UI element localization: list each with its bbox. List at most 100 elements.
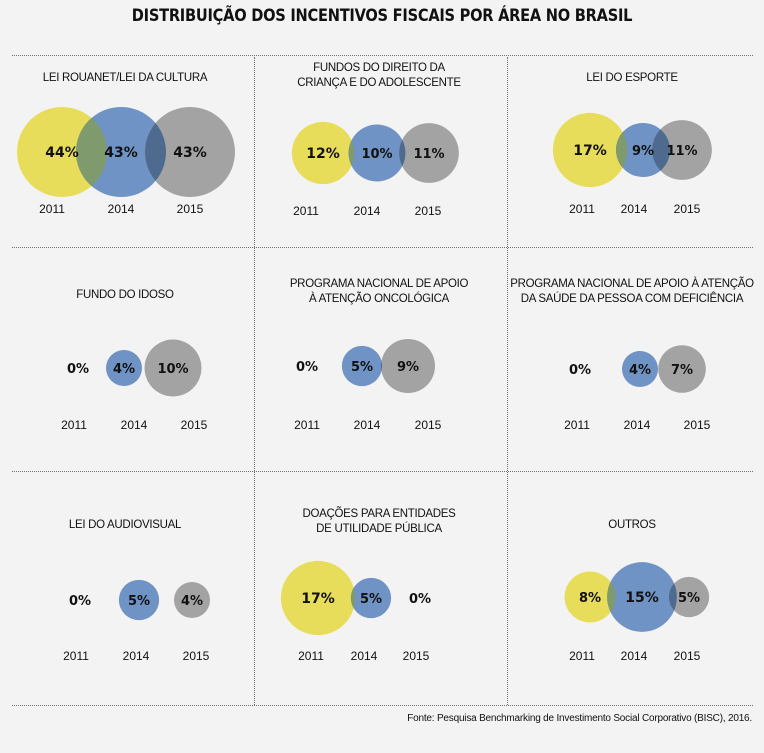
value-label-2011: 0%: [69, 594, 91, 609]
value-label-2014: 5%: [360, 592, 382, 607]
bubble-plot: 17% 5% 0%: [280, 560, 431, 636]
value-label-2014: 4%: [113, 362, 135, 377]
value-label-2015: 11%: [666, 144, 697, 159]
year-label-2014: 2014: [350, 649, 378, 663]
year-label-2011: 2011: [569, 649, 595, 663]
chart-title: DISTRIBUIÇÃO DOS INCENTIVOS FISCAIS POR …: [131, 6, 633, 26]
year-label-2015: 2015: [414, 418, 442, 432]
divider-col-2: [507, 57, 508, 705]
value-label-2015: 0%: [409, 592, 431, 607]
bubble-2014: [607, 562, 677, 632]
panel-title: OUTROS: [608, 519, 656, 531]
bubble-plot: 17% 9% 11%: [552, 112, 712, 188]
value-label-2014: 43%: [104, 145, 138, 161]
panel: LEI DO AUDIOVISUAL 0% 5% 4% 2011 2014 2015: [0, 473, 250, 663]
panel-title: LEI DO ESPORTE: [586, 72, 678, 84]
panel-title: LEI ROUANET/LEI DA CULTURA: [42, 72, 208, 84]
bubble-plot: 12% 10% 11%: [291, 121, 459, 185]
value-label-2015: 5%: [678, 591, 700, 606]
value-label-2015: 7%: [671, 363, 693, 378]
year-label-2015: 2015: [182, 649, 210, 663]
bubble-2011: [280, 560, 356, 636]
year-label-2014: 2014: [353, 418, 381, 432]
panel-title: FUNDO DO IDOSO: [76, 289, 174, 301]
panel-title: LEI DO AUDIOVISUAL: [68, 519, 182, 531]
year-label-2011: 2011: [298, 649, 324, 663]
year-label-2011: 2011: [294, 418, 320, 432]
year-label-2011: 2011: [39, 202, 65, 216]
bubble-2011: [564, 571, 616, 623]
value-label-2015: 10%: [157, 362, 188, 377]
value-label-2011: 17%: [301, 591, 335, 607]
value-label-2011: 0%: [67, 362, 89, 377]
panel-title: FUNDOS DO DIREITO DA CRIANÇA E DO ADOLES…: [297, 62, 461, 89]
bubble-2014: [341, 345, 383, 387]
bubble-2014: [348, 124, 406, 182]
year-label-2014: 2014: [122, 649, 150, 663]
year-label-2011: 2011: [564, 418, 590, 432]
bubble-plot: 0% 5% 9%: [296, 339, 435, 393]
panel-title: PROGRAMA NACIONAL DE APOIO À ATENÇÃO ONC…: [289, 278, 469, 305]
panel-title: DOAÇÕES PARA ENTIDADES DE UTILIDADE PÚBL…: [302, 508, 456, 535]
bubble-2015: [145, 107, 235, 197]
year-label-2015: 2015: [176, 202, 204, 216]
bubble-2011: [552, 112, 628, 188]
source-note: Fonte: Pesquisa Benchmarking de Investim…: [407, 713, 752, 724]
bubble-2015: [144, 339, 202, 397]
bubble-plot: 44% 43% 43%: [17, 107, 235, 197]
bubble-2011: [291, 121, 355, 185]
bubble-2015: [658, 345, 706, 393]
value-label-2014: 9%: [632, 144, 654, 159]
bubble-overlap: [76, 107, 107, 197]
divider-bottom: [12, 705, 753, 706]
value-label-2015: 43%: [173, 145, 207, 161]
year-label-2015: 2015: [683, 418, 711, 432]
divider-row-1: [12, 247, 753, 248]
bubble-2015: [668, 576, 710, 618]
value-label-2011: 8%: [579, 591, 601, 606]
value-label-2015: 4%: [181, 594, 203, 609]
bubble-2015: [652, 120, 712, 180]
value-label-2011: 0%: [569, 363, 591, 378]
year-label-2015: 2015: [414, 204, 442, 218]
panel: LEI ROUANET/LEI DA CULTURA 44% 43% 43% 2011 2…: [0, 57, 250, 247]
panel: FUNDO DO IDOSO 0% 4% 10% 2011 2014 2015: [0, 249, 250, 439]
value-label-2014: 10%: [361, 147, 392, 162]
bubble-plot: 0% 5% 4%: [69, 579, 210, 621]
panel: PROGRAMA NACIONAL DE APOIO À ATENÇÃO ONC…: [254, 249, 504, 439]
panel: FUNDOS DO DIREITO DA CRIANÇA E DO ADOLES…: [254, 57, 504, 247]
value-label-2011: 12%: [306, 146, 340, 162]
value-label-2014: 5%: [351, 360, 373, 375]
value-label-2011: 0%: [296, 360, 318, 375]
value-label-2015: 11%: [413, 147, 444, 162]
panel-title: PROGRAMA NACIONAL DE APOIO À ATENÇÃO DA …: [510, 278, 754, 305]
bubble-plot: 0% 4% 10%: [67, 339, 202, 397]
panel: PROGRAMA NACIONAL DE APOIO À ATENÇÃO DA …: [507, 249, 757, 439]
year-label-2015: 2015: [180, 418, 208, 432]
bubble-2014: [622, 351, 658, 387]
bubble-2014: [118, 579, 160, 621]
bubble-2015: [174, 582, 210, 618]
bubble-plot: 8% 15% 5%: [564, 562, 710, 632]
year-label-2014: 2014: [353, 204, 381, 218]
year-label-2014: 2014: [623, 418, 651, 432]
panel: LEI DO ESPORTE 17% 9% 11% 2011 2014 2015: [507, 57, 757, 247]
bubble-2014: [106, 350, 142, 386]
bubble-2014: [350, 577, 392, 619]
year-label-2014: 2014: [620, 649, 648, 663]
bubble-2015: [381, 339, 435, 393]
year-label-2015: 2015: [673, 649, 701, 663]
year-label-2011: 2011: [63, 649, 89, 663]
year-label-2011: 2011: [569, 202, 595, 216]
panel: OUTROS 8% 15% 5% 2011 2014 2015: [507, 473, 757, 663]
value-label-2014: 4%: [629, 363, 651, 378]
bubble-2015: [399, 123, 459, 183]
year-label-2014: 2014: [120, 418, 148, 432]
value-label-2015: 9%: [397, 360, 419, 375]
value-label-2014: 5%: [128, 594, 150, 609]
divider-top: [12, 55, 753, 56]
divider-col-1: [254, 57, 255, 705]
value-label-2014: 15%: [625, 590, 659, 606]
bubble-plot: 0% 4% 7%: [569, 345, 706, 393]
year-label-2011: 2011: [293, 204, 319, 218]
